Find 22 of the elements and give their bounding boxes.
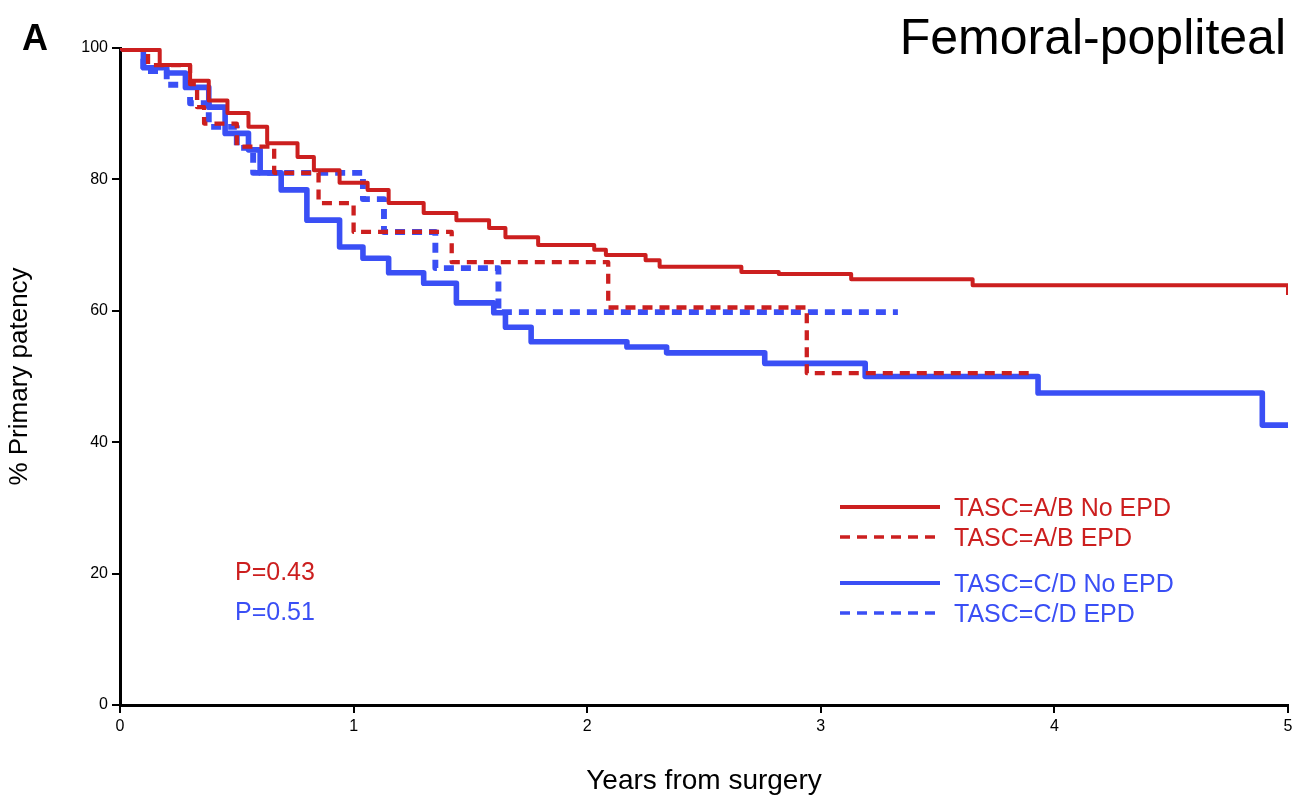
- y-tick-label: 20: [90, 564, 109, 582]
- y-tick-label: 80: [90, 169, 109, 187]
- y-axis-title: % Primary patency: [2, 267, 33, 486]
- x-tick-label: 0: [115, 717, 125, 735]
- text: A: [22, 16, 48, 58]
- chart-title: Femoral-popliteal: [899, 8, 1286, 66]
- x-tick-label: 4: [1049, 717, 1059, 735]
- annotation: P=0.43: [235, 556, 315, 585]
- x-tick-label: 3: [816, 717, 826, 735]
- x-tick-label: 1: [349, 717, 359, 735]
- legend-label: TASC=C/D No EPD: [954, 568, 1174, 598]
- x-axis-title: Years from surgery: [586, 763, 822, 795]
- y-tick-label: 40: [90, 432, 109, 450]
- y-tick-label: 100: [81, 38, 109, 56]
- annotation: P=0.51: [235, 596, 315, 625]
- x-tick-label: 2: [582, 717, 592, 735]
- x-tick-label: 5: [1283, 717, 1293, 735]
- y-tick-label: 0: [99, 695, 109, 713]
- legend-label: TASC=A/B EPD: [954, 522, 1133, 552]
- legend-label: TASC=A/B No EPD: [954, 492, 1171, 522]
- y-tick-label: 60: [90, 301, 109, 319]
- legend-label: TASC=C/D EPD: [954, 598, 1135, 628]
